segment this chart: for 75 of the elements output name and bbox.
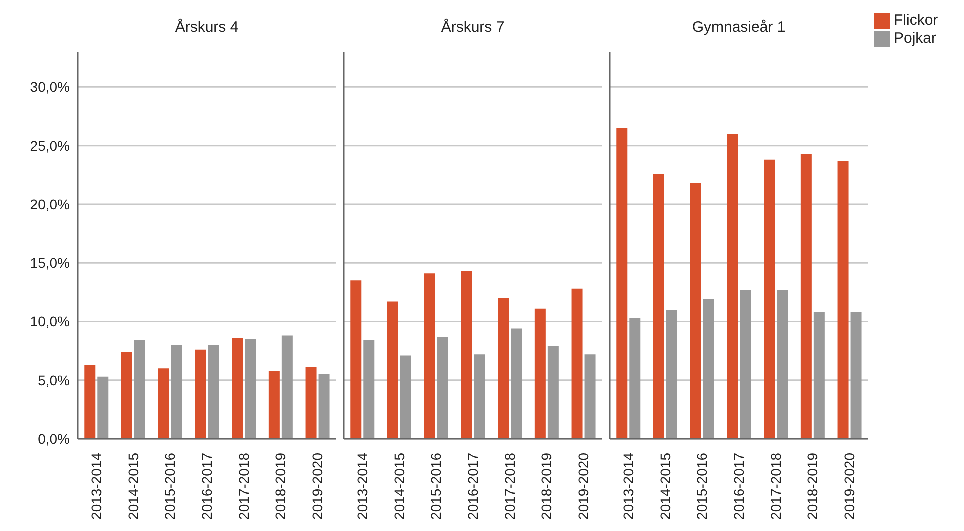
legend-label: Flickor	[894, 12, 938, 29]
bar	[232, 338, 244, 439]
bar	[171, 345, 182, 439]
x-tick-label: 2018-2019	[272, 452, 289, 520]
bar	[727, 134, 738, 439]
y-tick-label: 20,0%	[30, 196, 70, 212]
x-tick-label: 2013-2014	[354, 452, 370, 520]
bar	[158, 368, 170, 439]
x-tick-label: 2018-2019	[538, 452, 555, 520]
bar	[690, 183, 702, 439]
bar	[282, 336, 293, 439]
bar	[84, 365, 96, 439]
x-tick-label: 2019-2020	[576, 452, 592, 520]
x-tick-label: 2017-2018	[502, 452, 518, 520]
x-tick-label: 2018-2019	[804, 452, 821, 520]
x-tick-label: 2013-2014	[620, 452, 636, 520]
bar	[318, 374, 330, 439]
bar	[814, 312, 825, 439]
x-tick-label: 2014-2015	[391, 452, 408, 520]
chart-title: Årskurs 7	[440, 18, 506, 38]
x-tick-label: 2016-2017	[199, 452, 215, 520]
y-tick-label: 10,0%	[30, 314, 70, 330]
bar	[387, 302, 398, 439]
bar	[121, 352, 132, 439]
x-tick-label: 2013-2014	[88, 452, 104, 520]
bar	[461, 271, 472, 439]
bar	[777, 290, 788, 439]
bar	[498, 298, 510, 439]
bar	[740, 290, 752, 439]
bar	[764, 160, 776, 439]
y-tick-label: 15,0%	[30, 255, 70, 272]
bar	[245, 339, 256, 439]
bar	[195, 350, 206, 439]
bar	[584, 354, 596, 439]
bar	[400, 356, 412, 439]
y-tick-label: 25,0%	[30, 138, 70, 154]
bar	[838, 161, 849, 439]
bar	[350, 280, 362, 439]
bar	[306, 367, 317, 439]
x-tick-label: 2019-2020	[310, 452, 326, 520]
x-tick-label: 2014-2015	[125, 452, 142, 520]
y-tick-label: 5,0%	[38, 372, 70, 388]
x-tick-label: 2015-2016	[694, 452, 710, 520]
chart-title: Gymnasieår 1	[691, 18, 787, 38]
bar	[474, 354, 486, 439]
bar	[134, 340, 146, 439]
chart-title: Årskurs 4	[174, 18, 240, 38]
y-tick-label: 0,0%	[38, 430, 70, 447]
x-tick-label: 2016-2017	[731, 452, 747, 520]
bar	[98, 376, 109, 439]
x-tick-label: 2017-2018	[236, 452, 252, 520]
bar	[666, 310, 678, 439]
legend-label: Pojkar	[894, 30, 937, 47]
bar	[616, 128, 628, 439]
bar	[630, 318, 641, 439]
x-tick-label: 2017-2018	[768, 452, 784, 520]
bar	[572, 288, 583, 439]
bar	[850, 312, 862, 439]
bar	[364, 340, 375, 439]
bar	[800, 154, 812, 439]
bar	[703, 299, 714, 439]
x-tick-label: 2015-2016	[162, 452, 178, 520]
x-tick-label: 2014-2015	[657, 452, 674, 520]
bar	[208, 345, 220, 439]
bar	[511, 328, 522, 439]
bar	[437, 336, 448, 439]
y-tick-label: 30,0%	[30, 79, 70, 96]
bar	[268, 370, 280, 439]
x-tick-label: 2019-2020	[842, 452, 858, 520]
bar	[424, 274, 436, 439]
bar	[534, 308, 546, 439]
bar	[548, 346, 559, 439]
x-tick-label: 2015-2016	[428, 452, 444, 520]
bar	[653, 174, 664, 439]
x-tick-label: 2016-2017	[465, 452, 481, 520]
